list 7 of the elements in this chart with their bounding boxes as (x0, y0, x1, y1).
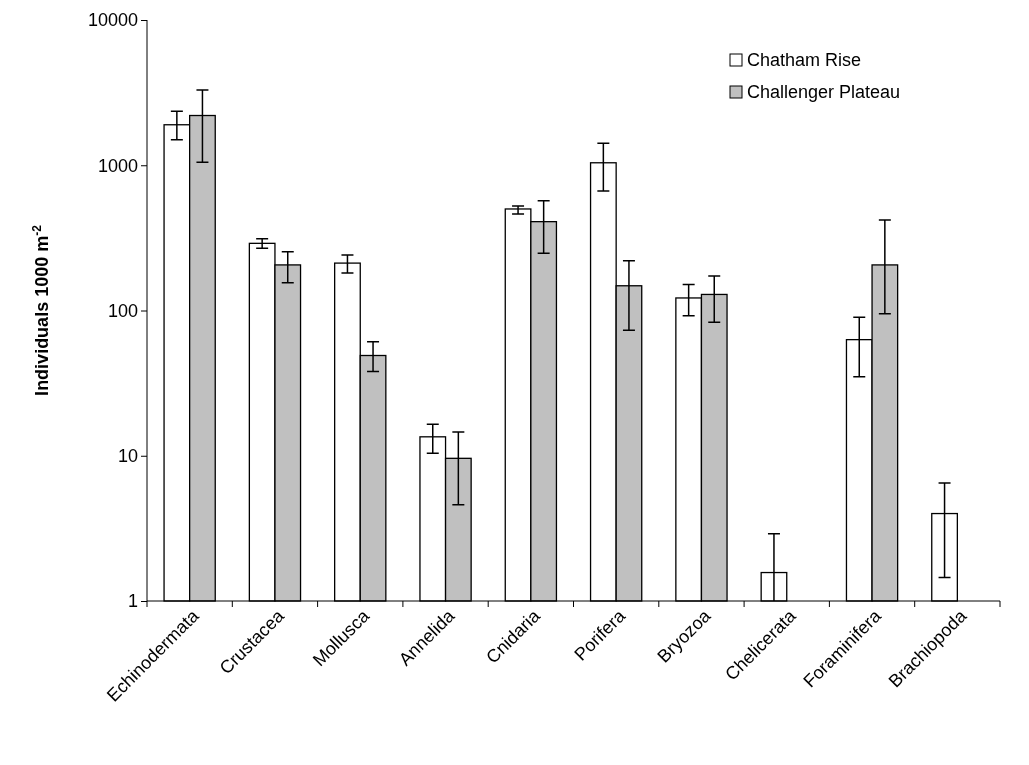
legend-label: Challenger Plateau (747, 82, 901, 102)
y-tick-label: 10 (117, 446, 138, 467)
y-tick-label: 1000 (97, 155, 138, 176)
y-tick-label: 10000 (87, 10, 138, 31)
y-tick-label: 100 (107, 300, 138, 321)
legend-label: Chatham Rise (747, 50, 862, 70)
y-tick-label: 1 (127, 591, 138, 612)
